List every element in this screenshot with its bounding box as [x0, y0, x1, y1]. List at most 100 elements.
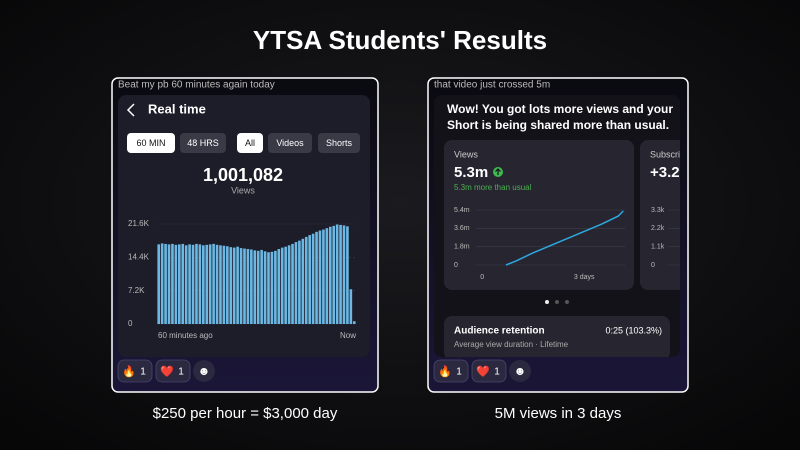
bar — [171, 243, 174, 324]
bar — [195, 243, 198, 324]
bar — [177, 244, 181, 324]
add-reaction[interactable] — [509, 360, 531, 382]
x-tick-label: 3 days — [574, 274, 595, 281]
slide-title: YTSA Students' Results — [253, 25, 547, 55]
bar — [349, 289, 353, 324]
views-note: 5.3m more than usual — [454, 183, 532, 192]
bar — [325, 228, 329, 324]
retention-value: 0:25 (103.3%) — [605, 325, 662, 335]
bar — [280, 247, 284, 324]
add-reaction-icon[interactable]: ☻ — [514, 364, 527, 378]
back-icon[interactable] — [126, 103, 135, 117]
reaction-count: 1 — [140, 367, 146, 378]
bar — [160, 243, 164, 324]
header-line: Short is being shared more than usual. — [447, 118, 669, 132]
reaction-emoji: ❤️ — [476, 365, 490, 378]
bar — [301, 238, 305, 324]
filter-button[interactable] — [127, 133, 175, 153]
filter-button[interactable] — [237, 133, 263, 153]
views-card[interactable] — [444, 140, 634, 290]
y-tick-label: 0 — [651, 262, 655, 269]
bar — [322, 229, 325, 324]
reaction-count: 1 — [456, 367, 462, 378]
page-dot[interactable] — [545, 300, 549, 304]
bar — [184, 245, 188, 324]
retention-card[interactable] — [444, 316, 670, 360]
filter-button[interactable] — [180, 133, 226, 153]
y-tick-label: 7.2K — [128, 286, 145, 295]
reaction-emoji: ❤️ — [160, 365, 174, 378]
bar — [198, 244, 202, 324]
bar — [335, 224, 339, 324]
bar — [342, 225, 346, 324]
bar — [298, 240, 301, 324]
header-line: Wow! You got lots more views and your — [447, 102, 673, 116]
bar — [315, 231, 318, 324]
header: Real time — [148, 101, 206, 116]
retention-note: Average view duration · Lifetime — [454, 340, 569, 349]
retention-label: Audience retention — [454, 326, 545, 337]
bar — [164, 243, 167, 324]
bar — [219, 245, 222, 324]
bar — [243, 248, 246, 324]
y-tick-label: 0 — [454, 262, 458, 269]
filter-button[interactable] — [268, 133, 312, 153]
reaction-count: 1 — [494, 367, 500, 378]
reaction[interactable] — [433, 359, 469, 383]
filter-label: 60 MIN — [136, 138, 165, 148]
bar — [253, 250, 257, 324]
bar — [202, 245, 205, 324]
bar — [277, 249, 281, 324]
caption: 5M views in 3 days — [495, 405, 622, 422]
reaction-emoji: 🔥 — [122, 365, 136, 378]
subscribers-label: Subscri — [650, 149, 680, 159]
reaction[interactable] — [155, 359, 191, 383]
bar — [308, 235, 311, 324]
y-tick-label: 5.4m — [454, 207, 470, 214]
add-reaction[interactable] — [193, 360, 215, 382]
reaction[interactable] — [117, 359, 153, 383]
subscribers-card: Subscri +3.2 0 1.1k 2.2k 3.3k — [640, 140, 700, 290]
bar — [294, 242, 298, 324]
bar — [208, 244, 212, 324]
filter-button[interactable] — [318, 133, 360, 153]
reaction-count: 1 — [178, 367, 184, 378]
bar — [291, 243, 294, 324]
bar — [274, 250, 277, 324]
bar — [205, 244, 209, 324]
bar — [157, 244, 161, 324]
note: that video just crossed 5m — [434, 80, 550, 91]
filter-label: 48 HRS — [187, 138, 219, 148]
bar — [229, 247, 233, 324]
total-label: Views — [231, 185, 255, 195]
bar — [260, 249, 263, 324]
bar — [215, 244, 219, 324]
bar — [339, 224, 342, 324]
bar — [226, 246, 229, 324]
total: 1,001,082 — [203, 165, 283, 185]
views-label: Views — [454, 149, 478, 159]
views-value: 5.3m — [454, 164, 488, 181]
bar — [246, 249, 250, 324]
bar — [332, 225, 336, 324]
bar — [311, 233, 315, 324]
subscribers-value: +3.2 — [650, 164, 680, 181]
up-arrow — [495, 168, 501, 175]
reaction[interactable] — [471, 359, 507, 383]
page-dot[interactable] — [565, 300, 569, 304]
x-tick-label: 0 — [480, 274, 484, 281]
bar — [188, 244, 191, 324]
y-tick-label: 0 — [128, 319, 133, 328]
subscribers-bg[interactable] — [640, 140, 700, 290]
bar — [328, 226, 332, 324]
caption: $250 per hour = $3,000 day — [153, 405, 338, 422]
line — [505, 210, 624, 266]
bar — [352, 321, 356, 324]
bar — [304, 236, 308, 324]
bar — [236, 246, 239, 324]
add-reaction-icon[interactable]: ☻ — [198, 364, 211, 378]
page-dot[interactable] — [555, 300, 559, 304]
y-tick-label: 1.8m — [454, 244, 470, 251]
